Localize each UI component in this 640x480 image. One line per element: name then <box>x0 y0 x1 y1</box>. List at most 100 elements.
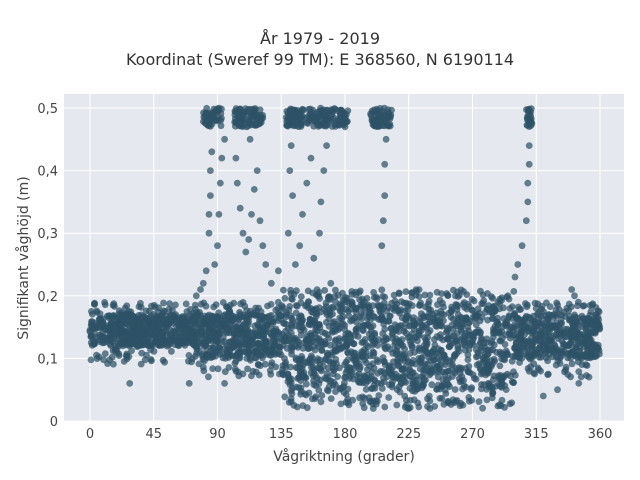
data-point <box>204 313 212 320</box>
data-point <box>424 360 431 368</box>
data-point <box>524 301 531 309</box>
data-point <box>475 398 483 405</box>
data-point <box>281 294 289 302</box>
data-point <box>221 380 229 387</box>
data-point <box>355 289 363 296</box>
data-point <box>216 322 224 329</box>
data-point <box>331 318 338 325</box>
data-point <box>586 354 594 362</box>
data-point <box>524 198 532 206</box>
data-point <box>294 317 302 325</box>
data-point <box>318 392 326 399</box>
data-point <box>512 331 520 339</box>
data-point <box>314 342 322 350</box>
data-point <box>290 117 298 125</box>
data-point <box>483 347 491 355</box>
data-point <box>281 333 289 340</box>
data-point <box>593 311 600 318</box>
data-point <box>215 211 223 218</box>
data-point <box>525 160 533 168</box>
data-point <box>275 310 282 317</box>
data-point <box>220 344 228 352</box>
data-point <box>179 340 187 347</box>
data-point <box>156 321 164 329</box>
data-point <box>299 355 306 363</box>
data-point <box>238 332 246 339</box>
data-point <box>162 321 170 328</box>
data-point <box>498 396 506 404</box>
data-point <box>569 327 577 334</box>
data-point <box>395 289 403 297</box>
data-point <box>374 370 382 377</box>
data-point <box>352 325 360 333</box>
data-point <box>221 338 228 346</box>
data-point <box>100 339 108 347</box>
data-point <box>303 404 311 412</box>
data-point <box>128 347 135 355</box>
data-point <box>349 396 357 404</box>
data-point <box>594 344 602 352</box>
data-point <box>477 366 484 373</box>
data-point <box>212 116 220 124</box>
data-point <box>320 106 327 114</box>
data-point <box>285 337 293 345</box>
data-point <box>394 351 402 359</box>
data-point <box>325 295 332 303</box>
data-point <box>398 314 406 322</box>
data-point <box>453 397 461 404</box>
data-point <box>415 403 423 411</box>
data-point <box>468 295 476 303</box>
data-point <box>464 356 472 363</box>
data-point <box>224 350 232 358</box>
data-point <box>187 306 194 313</box>
data-point <box>507 331 515 339</box>
data-point <box>255 340 262 347</box>
data-point <box>369 405 377 412</box>
data-point <box>278 302 286 310</box>
y-tick-label: 0,1 <box>37 352 58 367</box>
data-point <box>199 279 207 287</box>
data-point <box>426 405 434 412</box>
data-point <box>254 118 262 125</box>
data-point <box>323 375 330 383</box>
data-point <box>145 328 153 335</box>
data-point <box>205 373 212 381</box>
data-point <box>508 378 516 386</box>
data-point <box>205 229 213 237</box>
data-point <box>401 351 409 359</box>
data-point <box>521 322 529 330</box>
data-point <box>214 242 221 250</box>
data-point <box>340 389 348 396</box>
data-point <box>287 142 295 150</box>
data-point <box>479 354 487 361</box>
data-point <box>332 286 339 294</box>
data-point <box>488 293 495 301</box>
data-point <box>209 365 217 372</box>
data-point <box>498 350 506 358</box>
data-point <box>369 360 377 368</box>
data-point <box>91 300 98 308</box>
data-point <box>359 326 367 334</box>
data-point <box>250 186 258 193</box>
data-point <box>88 318 96 326</box>
data-point <box>87 356 95 364</box>
data-point <box>456 291 463 299</box>
data-point <box>430 356 437 364</box>
data-point <box>218 154 226 162</box>
data-point <box>478 336 486 343</box>
data-point <box>358 315 366 323</box>
data-point <box>449 373 456 380</box>
data-point <box>337 106 345 114</box>
data-point <box>464 323 472 331</box>
data-point <box>141 356 149 364</box>
data-point <box>227 301 234 309</box>
data-point <box>443 358 450 366</box>
data-point <box>297 120 304 127</box>
data-point <box>379 293 387 300</box>
data-point <box>494 314 501 322</box>
data-point <box>327 279 335 287</box>
data-point <box>234 317 242 325</box>
data-point <box>163 342 171 350</box>
data-point <box>248 372 255 380</box>
